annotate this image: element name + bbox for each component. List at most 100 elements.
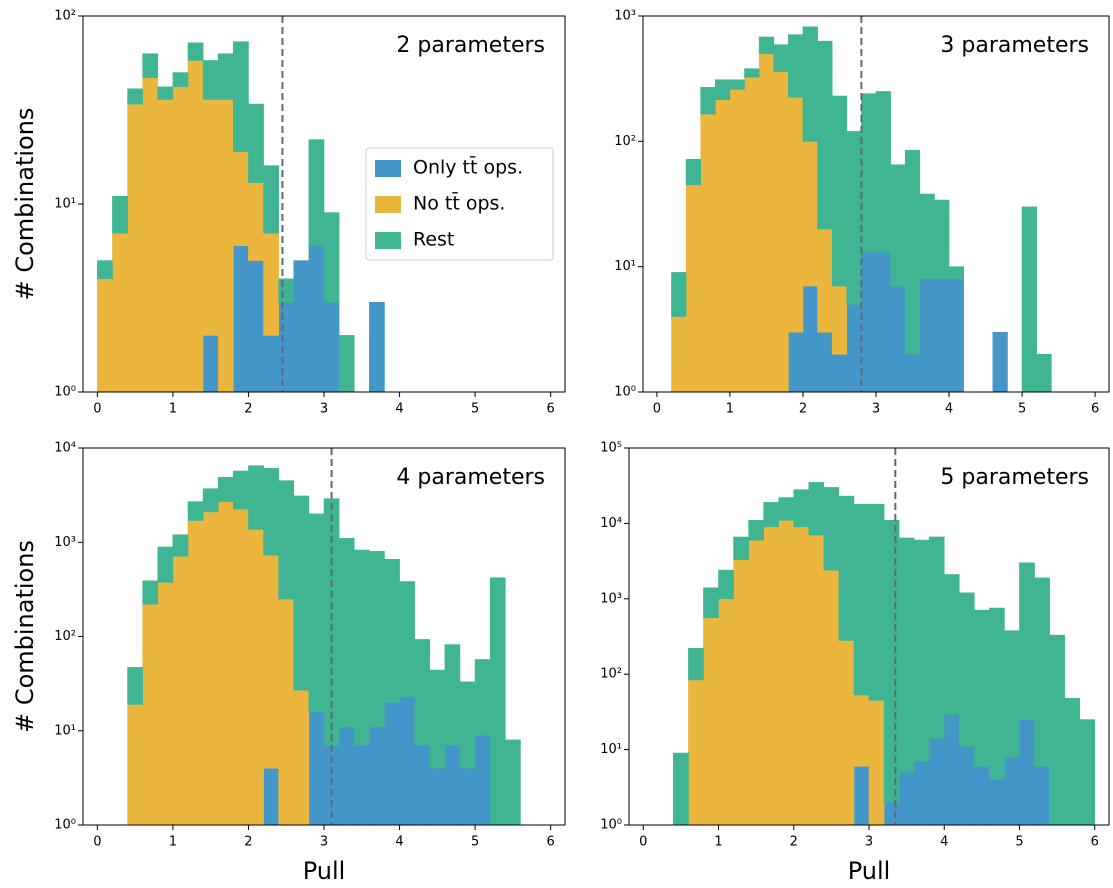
histogram-bar [263, 335, 279, 393]
histogram-bar [127, 667, 143, 705]
histogram-bar [778, 519, 795, 826]
x-tick-label: 1 [726, 402, 734, 417]
histogram-bar [474, 659, 491, 736]
x-tick-label: 6 [547, 835, 555, 850]
histogram-bar [763, 502, 780, 528]
x-tick-label: 0 [93, 402, 101, 417]
histogram-bar [217, 476, 234, 502]
histogram-bar [323, 302, 340, 393]
legend-swatch [375, 232, 401, 249]
x-tick-label: 4 [940, 835, 948, 850]
histogram-bar [127, 88, 143, 105]
histogram-bar [202, 488, 219, 513]
histogram-bar [890, 285, 906, 393]
panel-annotation: 2 parameters [396, 33, 545, 58]
histogram-bar [97, 260, 113, 280]
histogram-bar [263, 467, 279, 556]
legend-swatch [375, 160, 401, 177]
histogram-bar [673, 752, 689, 826]
y-tick-label: 10⁵ [600, 441, 622, 456]
histogram-bar [1021, 206, 1037, 393]
histogram-bar [823, 487, 840, 571]
histogram-bar [943, 714, 960, 826]
legend-label: Only tt̄ ops. [413, 154, 523, 178]
histogram-bar [217, 501, 234, 826]
histogram-bar [748, 519, 764, 541]
histogram-bar [688, 679, 704, 826]
y-tick-label: 10² [54, 9, 76, 24]
histogram-bar [187, 520, 204, 826]
histogram-bar [883, 802, 900, 826]
histogram-bar [808, 534, 825, 826]
x-tick-label: 4 [395, 835, 403, 850]
x-axis-label: Pull [848, 857, 891, 885]
histogram-bar [369, 551, 385, 728]
histogram-bar [733, 536, 749, 561]
histogram-bar [715, 99, 731, 393]
panel-annotation: 5 parameters [940, 465, 1089, 490]
histogram-bar [671, 316, 687, 393]
histogram-bar [875, 91, 891, 253]
histogram-bar [718, 569, 734, 600]
histogram-bar [831, 95, 848, 287]
y-tick-label: 10⁴ [600, 516, 622, 531]
histogram-bar [948, 266, 964, 280]
histogram-bar [127, 704, 143, 826]
y-tick-label: 10¹ [614, 259, 636, 274]
histogram-bar [763, 526, 780, 826]
histogram-bar [773, 44, 789, 72]
histogram-bar [875, 252, 891, 393]
histogram-bar [278, 598, 295, 826]
histogram-bar [248, 529, 264, 826]
histogram-bar [788, 331, 804, 393]
x-tick-label: 2 [244, 835, 252, 850]
legend-label: Rest [413, 229, 454, 251]
y-tick-label: 10² [54, 629, 76, 644]
histogram-bar [263, 767, 279, 826]
x-tick-label: 5 [1018, 402, 1026, 417]
histogram-bar [744, 76, 760, 393]
histogram-bar [308, 513, 325, 712]
histogram-bar [414, 745, 431, 826]
y-axis-label: # Combinations [11, 108, 39, 301]
histogram-bar [187, 501, 204, 521]
x-tick-label: 6 [547, 402, 555, 417]
y-tick-label: 10² [614, 134, 636, 149]
histogram-bar [353, 745, 370, 826]
histogram-bar [793, 489, 810, 528]
histogram-bar [263, 554, 279, 769]
histogram-bar [890, 164, 906, 287]
histogram-bar [943, 574, 960, 716]
histogram-bar [338, 335, 355, 393]
y-tick-label: 10¹ [600, 742, 622, 757]
histogram-bar [233, 508, 249, 826]
histogram-bar [202, 511, 219, 826]
histogram-bar [233, 470, 249, 510]
histogram-bar [928, 536, 945, 739]
histogram-bar [293, 260, 310, 393]
histogram-bar [248, 465, 264, 530]
histogram-bar [172, 72, 189, 88]
legend-box [365, 147, 554, 261]
histogram-bar [685, 184, 702, 393]
histogram-bar [904, 149, 921, 355]
histogram-bar [384, 558, 400, 703]
histogram-bar [217, 53, 234, 100]
histogram-bar [308, 245, 325, 393]
histogram-bar [913, 539, 930, 762]
histogram-bar [157, 86, 174, 100]
histogram-bar [489, 577, 506, 826]
histogram-bar [861, 252, 877, 393]
histogram-bar [293, 495, 310, 691]
histogram-bar [142, 53, 159, 78]
histogram-bar [384, 702, 400, 826]
y-tick-label: 10⁰ [614, 385, 636, 400]
histogram-bar [1004, 756, 1020, 826]
histogram-bar [1079, 719, 1096, 826]
histogram-bar [718, 598, 734, 826]
histogram-bar [233, 151, 249, 247]
histogram-bar [817, 40, 833, 230]
histogram-bar [278, 302, 295, 393]
histogram-bar [868, 503, 885, 701]
histogram-bar [733, 559, 749, 826]
